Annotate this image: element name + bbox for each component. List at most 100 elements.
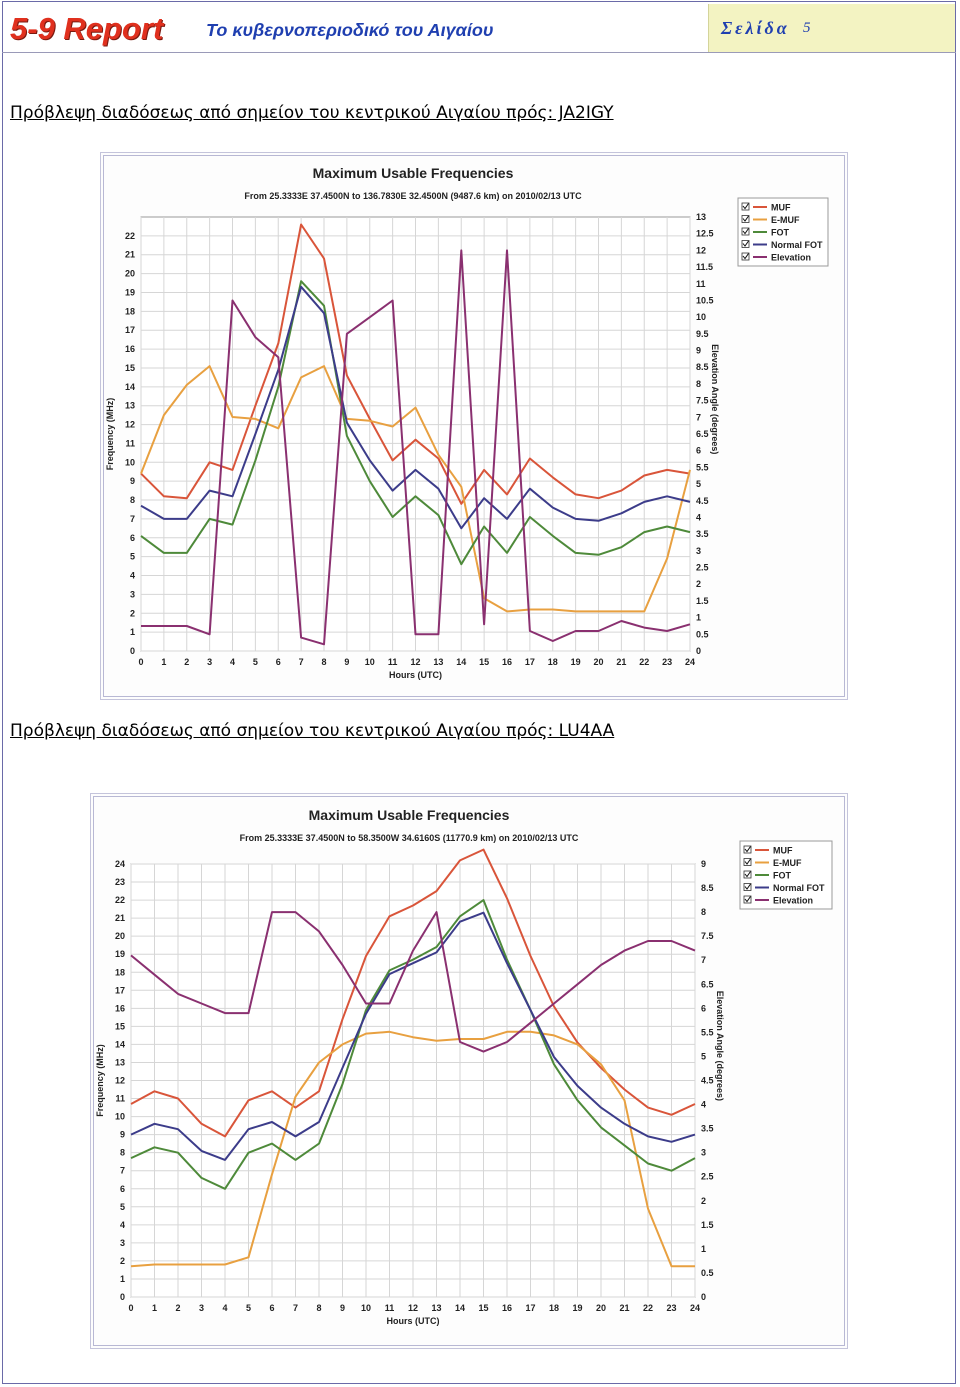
y-tick-label: 4 [130,571,135,581]
x-axis-label: Hours (UTC) [389,670,442,680]
x-tick-label: 11 [385,1303,395,1313]
y2-tick-label: 8.5 [696,362,709,372]
y-tick-label: 10 [125,457,135,467]
legend-label: Elevation [773,896,813,906]
y2-tick-label: 8 [696,379,701,389]
x-tick-label: 8 [321,657,326,667]
y-tick-label: 16 [125,344,135,354]
x-tick-label: 18 [548,657,558,667]
x-tick-label: 10 [365,657,375,667]
y-tick-label: 21 [125,250,135,260]
legend-checkbox [743,858,752,866]
y2-tick-label: 6 [696,446,701,456]
y2-tick-label: 2.5 [701,1172,714,1182]
y2-tick-label: 6 [701,1003,706,1013]
legend-checkbox [743,845,752,854]
chart-legend: MUF E-MUF FOT Normal FOT Elevation [739,840,833,910]
y-tick-label: 1 [130,627,135,637]
y2-tick-label: 9.5 [696,329,709,339]
x-tick-label: 2 [175,1303,180,1313]
legend-checkbox [741,215,750,223]
y-tick-label: 9 [130,476,135,486]
y2-tick-label: 8.5 [701,883,714,893]
legend-checkbox [741,240,750,248]
y-tick-label: 12 [125,420,135,430]
y2-tick-label: 6.5 [701,979,714,989]
x-tick-label: 20 [593,657,603,667]
y2-tick-label: 5 [696,479,701,489]
x-tick-label: 0 [138,657,143,667]
x-tick-label: 7 [299,657,304,667]
y-tick-label: 11 [115,1094,125,1104]
legend-checkbox [743,883,752,891]
x-tick-label: 7 [293,1303,298,1313]
page-label: Σελίδα [721,18,790,38]
x-tick-label: 4 [222,1303,227,1313]
chart-inner-border [93,796,845,1346]
y-tick-label: 6 [130,533,135,543]
legend-check-icon [742,203,749,210]
y-tick-label: 20 [125,269,135,279]
y-tick-label: 14 [125,382,135,392]
x-tick-label: 9 [340,1303,345,1313]
legend-label: Normal FOT [773,883,825,893]
magazine-subtitle: Το κυβερνοπεριοδικό του Αιγαίου [206,20,494,40]
y2-tick-label: 2 [701,1196,706,1206]
y-tick-label: 17 [115,985,125,995]
x-tick-label: 17 [525,657,535,667]
y-tick-label: 18 [125,306,135,316]
x-tick-label: 23 [662,657,672,667]
x-tick-label: 5 [253,657,258,667]
series-line-e-muf [140,365,691,613]
y-tick-label: 20 [115,931,125,941]
y-tick-label: 19 [125,287,135,297]
y2-tick-label: 6.5 [696,429,709,439]
y-tick-label: 3 [130,589,135,599]
y2-tick-label: 2 [696,579,701,589]
y2-tick-label: 1 [701,1244,706,1254]
y2-tick-label: 11 [696,279,706,289]
series-line-fot [130,899,696,1190]
x-tick-label: 23 [666,1303,676,1313]
muf-chart-ja2igy: Maximum Usable Frequencies From 25.3333E … [100,152,848,704]
x-tick-label: 22 [639,657,649,667]
y-tick-label: 15 [125,363,135,373]
y2-tick-label: 10 [696,312,706,322]
x-tick-label: 14 [456,657,466,667]
series-line-elevation [130,911,696,1053]
x-tick-label: 4 [230,657,235,667]
y-tick-label: 5 [120,1202,125,1212]
y-tick-label: 9 [120,1130,125,1140]
y-tick-label: 5 [130,552,135,562]
y2-tick-label: 11.5 [696,262,713,272]
y2-tick-label: 3 [696,546,701,556]
page-header: 5-9 Report Το κυβερνοπεριοδικό του Αιγαί… [2,2,956,53]
y2-axis-label: Elevation Angle (degrees) [710,344,720,454]
x-tick-label: 11 [388,657,398,667]
legend-label: Normal FOT [771,240,823,250]
y-tick-label: 0 [120,1292,125,1302]
legend-checkbox [741,202,750,211]
x-tick-label: 19 [572,1303,582,1313]
x-tick-label: 12 [410,657,420,667]
y-tick-label: 22 [115,895,125,905]
y2-tick-label: 0.5 [701,1268,714,1278]
y-tick-label: 7 [130,514,135,524]
brand-logo: 5-9 Report [10,11,164,46]
y-tick-label: 11 [125,438,135,448]
y2-tick-label: 12.5 [696,229,714,239]
muf-chart-lu4aa: Maximum Usable Frequencies From 25.3333E … [90,793,848,1353]
y2-tick-label: 12 [696,245,706,255]
y2-tick-label: 8 [701,907,706,917]
legend-check-icon [744,858,751,865]
y2-tick-label: 3.5 [696,529,709,539]
y2-tick-label: 3.5 [701,1124,714,1134]
x-tick-label: 22 [643,1303,653,1313]
y2-tick-label: 13 [696,212,706,222]
series-line-muf [140,223,691,505]
x-tick-label: 20 [596,1303,606,1313]
legend-check-icon [742,228,749,235]
x-tick-label: 15 [479,657,489,667]
y2-tick-label: 0 [701,1292,706,1302]
legend-check-icon [744,883,751,890]
